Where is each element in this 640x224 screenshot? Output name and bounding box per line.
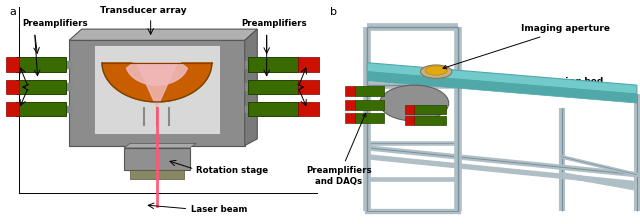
Polygon shape bbox=[131, 170, 184, 179]
Polygon shape bbox=[127, 63, 188, 85]
Polygon shape bbox=[244, 29, 257, 146]
Ellipse shape bbox=[425, 66, 447, 75]
Ellipse shape bbox=[420, 65, 452, 78]
Polygon shape bbox=[244, 61, 251, 68]
FancyBboxPatch shape bbox=[248, 57, 298, 72]
Text: Rotation stage: Rotation stage bbox=[196, 166, 268, 175]
Polygon shape bbox=[244, 83, 251, 90]
Polygon shape bbox=[124, 143, 196, 148]
FancyBboxPatch shape bbox=[298, 80, 320, 94]
Polygon shape bbox=[102, 63, 212, 102]
FancyBboxPatch shape bbox=[355, 86, 385, 96]
Polygon shape bbox=[66, 106, 72, 112]
FancyBboxPatch shape bbox=[404, 116, 414, 125]
Polygon shape bbox=[136, 63, 177, 108]
FancyBboxPatch shape bbox=[16, 102, 66, 116]
Text: Preamplifiers: Preamplifiers bbox=[242, 19, 307, 28]
Text: DAQs: DAQs bbox=[24, 82, 50, 91]
FancyBboxPatch shape bbox=[298, 102, 320, 116]
Polygon shape bbox=[69, 29, 257, 40]
FancyBboxPatch shape bbox=[414, 105, 445, 114]
Polygon shape bbox=[66, 61, 72, 68]
Text: Imaging aperture: Imaging aperture bbox=[443, 24, 610, 69]
FancyBboxPatch shape bbox=[69, 40, 244, 146]
FancyBboxPatch shape bbox=[345, 100, 355, 110]
FancyBboxPatch shape bbox=[16, 80, 66, 94]
FancyBboxPatch shape bbox=[414, 116, 445, 125]
FancyBboxPatch shape bbox=[6, 102, 19, 116]
Text: Preamplifiers
and DAQs: Preamplifiers and DAQs bbox=[306, 113, 372, 186]
FancyBboxPatch shape bbox=[298, 57, 320, 72]
Text: Transducer array: Transducer array bbox=[100, 6, 187, 15]
Text: Preamplifiers: Preamplifiers bbox=[22, 19, 88, 28]
Polygon shape bbox=[367, 63, 637, 94]
FancyBboxPatch shape bbox=[248, 80, 298, 94]
Text: Imaging bed: Imaging bed bbox=[540, 77, 603, 86]
Ellipse shape bbox=[380, 85, 449, 121]
Polygon shape bbox=[244, 106, 251, 112]
FancyBboxPatch shape bbox=[345, 86, 355, 96]
Text: b: b bbox=[330, 7, 337, 17]
FancyBboxPatch shape bbox=[355, 100, 385, 110]
Polygon shape bbox=[66, 83, 72, 90]
Text: Laser beam: Laser beam bbox=[191, 205, 248, 214]
FancyBboxPatch shape bbox=[345, 113, 355, 123]
Polygon shape bbox=[367, 72, 637, 103]
FancyBboxPatch shape bbox=[355, 113, 385, 123]
Text: DAQs: DAQs bbox=[276, 82, 303, 91]
FancyBboxPatch shape bbox=[124, 148, 190, 170]
Text: a: a bbox=[10, 7, 17, 17]
FancyBboxPatch shape bbox=[6, 80, 19, 94]
FancyBboxPatch shape bbox=[94, 45, 220, 134]
FancyBboxPatch shape bbox=[404, 105, 414, 114]
FancyBboxPatch shape bbox=[16, 57, 66, 72]
FancyBboxPatch shape bbox=[248, 102, 298, 116]
FancyBboxPatch shape bbox=[6, 57, 19, 72]
